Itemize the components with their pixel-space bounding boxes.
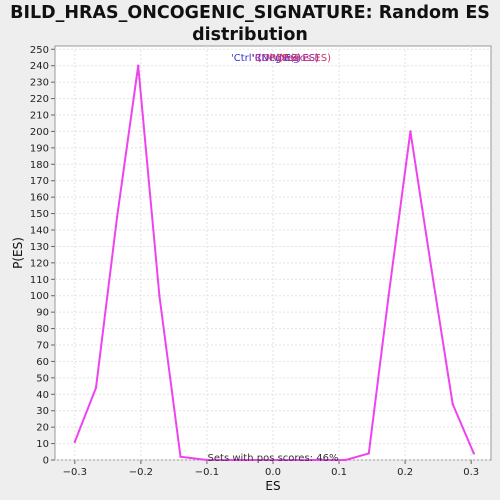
data-point: [409, 130, 412, 133]
data-point: [472, 452, 476, 455]
y-tick-label: 190: [30, 143, 49, 154]
y-tick-label: 90: [36, 308, 49, 319]
legend-entry-rd-pos: 'RD' (Pos ES): [267, 53, 331, 64]
y-tick-label: 230: [30, 78, 49, 89]
data-point: [451, 402, 454, 406]
data-point: [387, 294, 390, 297]
grid: [55, 46, 491, 461]
y-tick-label: 100: [30, 291, 49, 302]
data-point: [94, 386, 98, 389]
x-axis-label: ES: [265, 479, 280, 493]
x-tick-label: −0.1: [195, 467, 219, 478]
y-tick-label: 0: [43, 456, 49, 467]
legend-entry-ctrl-pos: 'Ctrl' (Pos ES): [252, 53, 319, 64]
x-tick-label: −0.2: [129, 467, 153, 478]
y-tick-label: 50: [36, 373, 49, 384]
y-tick-label: 220: [30, 94, 49, 105]
y-tick-label: 40: [36, 390, 49, 401]
y-tick-label: 150: [30, 209, 49, 220]
y-tick-label: 60: [36, 357, 49, 368]
x-tick-label: 0.0: [265, 467, 281, 478]
data-point: [115, 215, 119, 219]
data-point: [367, 452, 370, 455]
y-tick-label: 210: [30, 111, 49, 122]
data-point: [430, 268, 433, 271]
series-group: [73, 64, 476, 462]
plot-area: [54, 45, 492, 461]
chart-title: BILD_HRAS_ONCOGENIC_SIGNATURE: Random ES…: [10, 3, 490, 45]
annotation-pos-scores: Sets with pos scores: 46%: [208, 453, 339, 464]
y-axis: 0 10 20 30 40 50 60 70 80 90 100 110 120 130 140 150 160…: [30, 45, 55, 467]
y-tick-label: 130: [30, 242, 49, 253]
data-point: [304, 458, 308, 462]
legend-entry-ctrl-neg: 'Ctrl' (Neg ES): [231, 53, 301, 64]
y-tick-label: 250: [30, 45, 49, 56]
data-point: [158, 294, 161, 297]
data-point: [238, 458, 242, 462]
x-tick-label: 0.3: [463, 467, 479, 478]
data-point: [73, 440, 77, 444]
y-tick-label: 110: [30, 275, 49, 286]
y-tick-label: 180: [30, 160, 49, 171]
y-tick-label: 30: [36, 406, 49, 417]
legend-entry-rd-neg: 'RD' (Neg ES): [252, 53, 319, 64]
data-point: [205, 458, 209, 462]
y-tick-label: 120: [30, 258, 49, 269]
x-tick-label: 0.1: [331, 467, 347, 478]
y-tick-label: 240: [30, 61, 49, 72]
x-axis: −0.3 −0.2 −0.1 0.0 0.1 0.2 0.3: [63, 460, 479, 478]
data-point: [137, 64, 140, 67]
y-tick-label: 20: [36, 423, 49, 434]
y-tick-label: 140: [30, 226, 49, 237]
y-tick-label: 10: [36, 439, 49, 450]
y-tick-label: 170: [30, 176, 49, 187]
y-axis-label: P(ES): [11, 237, 25, 269]
x-tick-label: 0.2: [397, 467, 413, 478]
y-tick-label: 70: [36, 341, 49, 352]
data-point: [179, 455, 182, 458]
data-point: [344, 458, 347, 462]
y-tick-label: 160: [30, 193, 49, 204]
y-tick-label: 200: [30, 127, 49, 138]
y-tick-label: 80: [36, 324, 49, 335]
x-tick-label: −0.3: [63, 467, 87, 478]
data-point: [271, 458, 275, 462]
